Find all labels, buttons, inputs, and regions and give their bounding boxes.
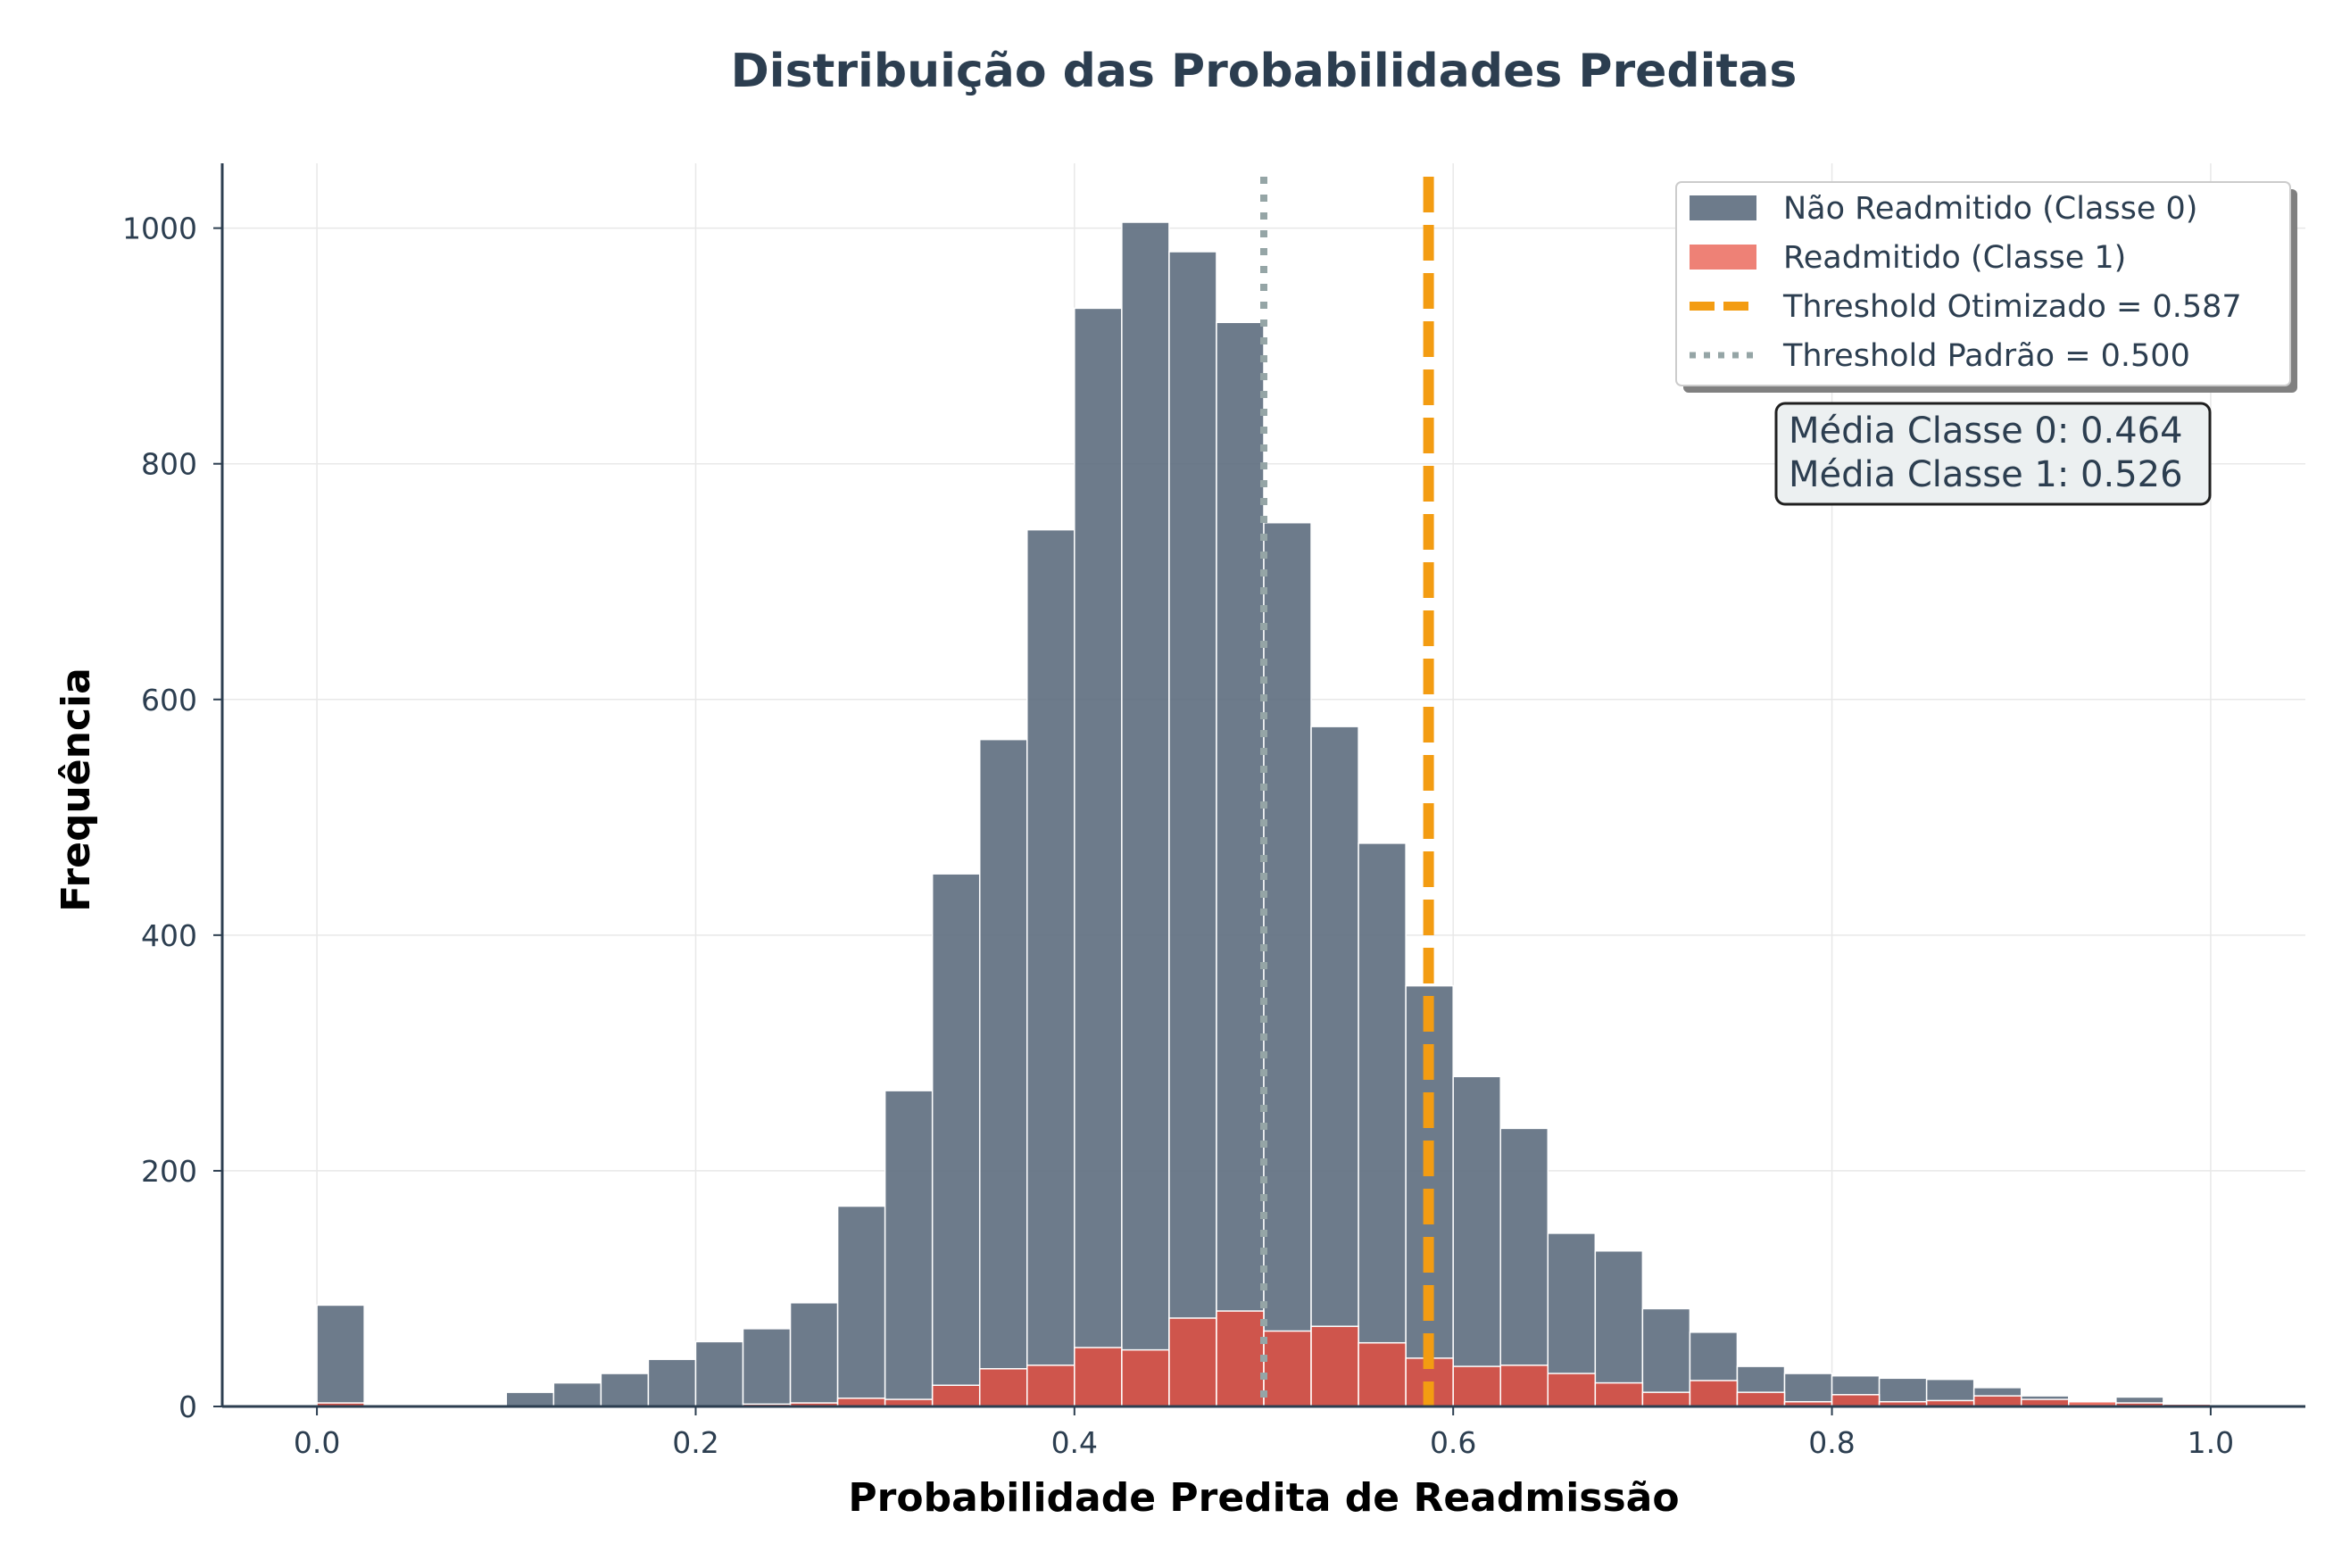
- bar-classe-0-bin-21: [1310, 726, 1359, 1407]
- bar-classe-0-bin-7: [647, 1358, 697, 1407]
- threshold-lines: [1260, 177, 1434, 1406]
- bar-classe-0-bin-10: [789, 1302, 839, 1407]
- bar-classe-0-bin-25: [1499, 1127, 1549, 1407]
- bar-classe-0-bin-12: [884, 1090, 934, 1407]
- bar-classe-1-bin-27: [1594, 1381, 1644, 1407]
- stats-line-1: Média Classe 1: 0.526: [1789, 454, 2183, 495]
- x-tick-label-5: 1.0: [2188, 1425, 2234, 1460]
- bar-classe-0-bin-9: [742, 1328, 792, 1407]
- y-tick-label-3: 600: [141, 683, 197, 718]
- x-tick-label-2: 0.4: [1051, 1425, 1098, 1460]
- y-tick-label-0: 0: [179, 1390, 197, 1424]
- bar-classe-0-bin-14: [978, 738, 1028, 1407]
- bar-classe-0-bin-4: [505, 1391, 555, 1407]
- legend-label-0: Não Readmitido (Classe 0): [1783, 191, 2197, 227]
- bar-classe-1-bin-30: [1736, 1391, 1786, 1407]
- bar-classe-1-bin-29: [1689, 1380, 1739, 1407]
- legend: Não Readmitido (Classe 0) Readmitido (Cla…: [1675, 181, 2297, 393]
- bar-classe-1-bin-13: [931, 1384, 981, 1407]
- legend-label-3: Threshold Padrão = 0.500: [1782, 338, 2190, 374]
- y-tick-label-4: 800: [141, 447, 197, 482]
- bar-classe-1-bin-20: [1263, 1330, 1312, 1407]
- bar-classe-0-bin-15: [1026, 528, 1075, 1407]
- bar-classe-0-bin-24: [1452, 1075, 1501, 1407]
- legend-swatch-0: [1690, 195, 1756, 220]
- bar-classe-0-bin-5: [552, 1381, 602, 1407]
- y-tick-label-5: 1000: [122, 212, 197, 246]
- bar-classe-1-bin-14: [978, 1367, 1028, 1407]
- x-tick-label-1: 0.2: [672, 1425, 718, 1460]
- bar-classe-1-bin-15: [1026, 1365, 1075, 1407]
- axes: [220, 163, 2305, 1408]
- bar-classe-0-bin-0: [316, 1304, 365, 1407]
- bar-classe-0-bin-16: [1074, 307, 1123, 1407]
- bar-classe-0-bin-17: [1121, 221, 1170, 1407]
- stats-line-0: Média Classe 0: 0.464: [1789, 411, 2183, 452]
- bar-classe-1-bin-24: [1452, 1365, 1501, 1407]
- y-tick-label-1: 200: [141, 1154, 197, 1189]
- stats-box-frame: [1774, 402, 2212, 506]
- chart-title: Distribuição das Probabilidades Preditas: [731, 45, 1798, 98]
- bar-classe-1-bin-35: [1972, 1395, 2022, 1407]
- bar-classe-1-bin-18: [1168, 1317, 1217, 1407]
- bar-classe-0-bin-6: [600, 1373, 650, 1407]
- y-tick-label-2: 400: [141, 918, 197, 953]
- x-tick-label-0: 0.0: [294, 1425, 340, 1460]
- y-ticks: 0 200 400 600 800 1000: [122, 212, 222, 1424]
- bar-classe-1-bin-22: [1358, 1341, 1407, 1407]
- bar-classe-0-bin-18: [1168, 251, 1217, 1407]
- bar-classe-1-bin-16: [1074, 1347, 1123, 1407]
- legend-swatch-1: [1690, 245, 1756, 270]
- bar-classe-0-bin-11: [836, 1205, 886, 1407]
- y-axis-label: Frequência: [54, 668, 99, 912]
- bars-classe-0: [316, 221, 2212, 1407]
- bar-classe-0-bin-27: [1594, 1249, 1644, 1407]
- x-ticks: 0.0 0.2 0.4 0.6 0.8 1.0: [294, 1406, 2234, 1460]
- bar-classe-0-bin-19: [1216, 321, 1265, 1407]
- bar-classe-1-bin-26: [1547, 1373, 1597, 1407]
- bar-classe-1-bin-25: [1499, 1365, 1549, 1407]
- bar-classe-1-bin-21: [1310, 1325, 1359, 1407]
- legend-label-1: Readmitido (Classe 1): [1783, 240, 2126, 276]
- bar-classe-1-bin-32: [1831, 1394, 1881, 1407]
- bar-classe-0-bin-22: [1358, 842, 1407, 1407]
- bar-classe-0-bin-13: [931, 873, 981, 1407]
- x-tick-label-4: 0.8: [1808, 1425, 1855, 1460]
- bar-classe-0-bin-20: [1263, 521, 1312, 1407]
- legend-label-2: Threshold Otimizado = 0.587: [1782, 289, 2242, 325]
- x-axis-label: Probabilidade Predita de Readmissão: [848, 1475, 1679, 1521]
- bar-classe-0-bin-8: [694, 1340, 744, 1407]
- bar-classe-1-bin-17: [1121, 1348, 1170, 1407]
- bar-classe-1-bin-19: [1216, 1310, 1265, 1407]
- legend-frame: [1675, 181, 2291, 386]
- x-tick-label-3: 0.6: [1430, 1425, 1476, 1460]
- bar-classe-1-bin-28: [1641, 1391, 1691, 1407]
